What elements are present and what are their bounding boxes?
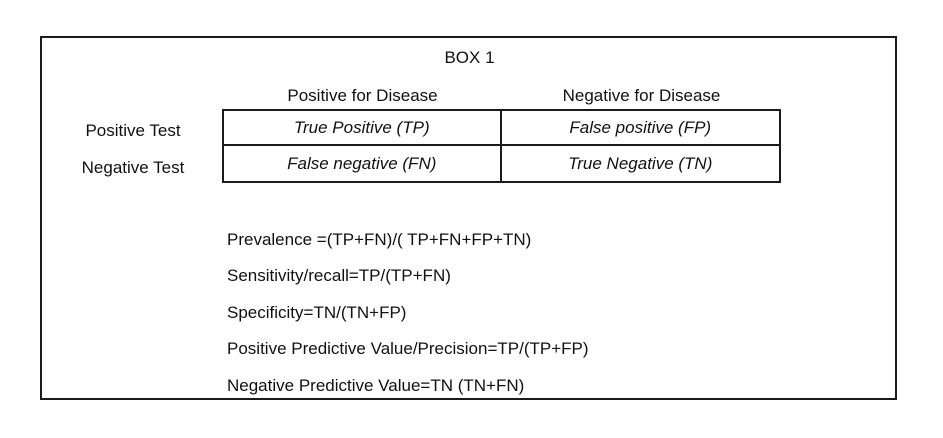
formula-list: Prevalence =(TP+FN)/( TP+FN+FP+TN) Sensi…: [227, 230, 589, 412]
cell-true-positive: True Positive (TP): [224, 111, 502, 146]
formula-ppv: Positive Predictive Value/Precision=TP/(…: [227, 339, 589, 359]
formula-specificity: Specificity=TN/(TN+FP): [227, 302, 407, 322]
cell-false-positive: False positive (FP): [501, 111, 779, 146]
formula-sensitivity: Sensitivity/recall=TP/(TP+FN): [227, 266, 451, 286]
row-label-positive-test: Positive Test: [85, 121, 181, 140]
confusion-matrix: True Positive (TP) False positive (FP) F…: [222, 109, 781, 183]
formula-prevalence: Prevalence =(TP+FN)/( TP+FN+FP+TN): [227, 230, 532, 249]
cell-false-negative: False negative (FN): [224, 146, 502, 181]
row-label-negative-test: Negative Test: [81, 158, 185, 177]
col-header-negative-disease: Negative for Disease: [562, 86, 721, 105]
box-title: BOX 1: [444, 48, 495, 67]
formula-npv: Negative Predictive Value=TN (TN+FN): [227, 375, 525, 395]
cell-true-negative: True Negative (TN): [568, 153, 713, 173]
box-frame: [40, 36, 897, 400]
col-header-positive-disease: Positive for Disease: [287, 86, 438, 105]
